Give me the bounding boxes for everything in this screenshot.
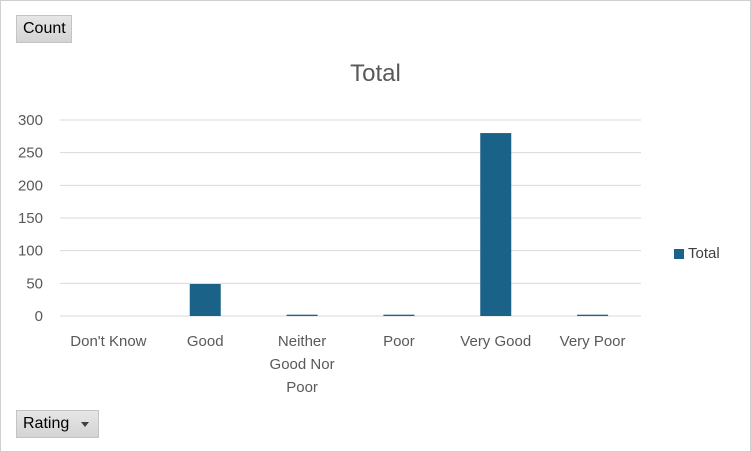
x-tick-label: Poor [383, 333, 415, 350]
axis-field-label: Rating [23, 415, 70, 432]
y-tick-label: 50 [26, 275, 43, 292]
x-axis-tick-labels: Don't Know Good Neither Good Nor Poor Poor Ver… [70, 333, 625, 396]
y-tick-label: 300 [18, 112, 43, 129]
value-field-button[interactable]: Count [16, 15, 72, 43]
x-tick-label: Very Poor [560, 333, 626, 350]
legend-swatch [674, 248, 684, 259]
legend-label: Total [688, 245, 720, 262]
x-tick-label: Good [187, 333, 224, 350]
y-axis-tick-labels: 0 50 100 150 200 250 300 [18, 112, 43, 325]
y-tick-label: 150 [18, 210, 43, 227]
y-tick-label: 200 [18, 177, 43, 194]
legend: Total [674, 245, 720, 262]
x-tick-label: Don't Know [70, 333, 146, 350]
x-tick-label: Very Good [460, 333, 531, 350]
axis-field-filter-button[interactable]: Rating [16, 410, 99, 438]
chart-title: Total [350, 60, 401, 87]
bar [480, 133, 512, 316]
x-tick-label: Neither Good Nor Poor [270, 333, 335, 396]
bar [577, 314, 609, 316]
dropdown-arrow-icon[interactable] [81, 422, 89, 427]
bar [189, 283, 221, 316]
bar [383, 314, 415, 316]
y-tick-label: 250 [18, 145, 43, 162]
y-tick-label: 100 [18, 243, 43, 260]
bars [189, 133, 609, 316]
y-tick-label: 0 [35, 308, 43, 325]
gridlines [60, 119, 641, 317]
bar [286, 314, 318, 316]
